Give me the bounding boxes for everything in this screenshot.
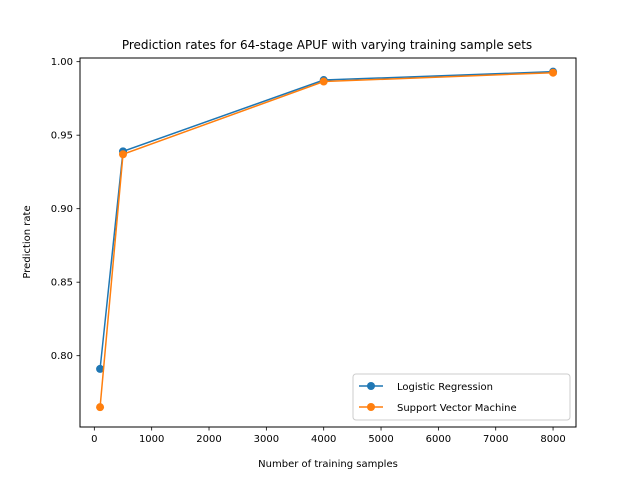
x-tick-label: 6000 (426, 434, 451, 445)
x-axis: 0 1000 2000 3000 4000 5000 6000 7000 8000 (91, 427, 566, 445)
x-tick-label: 8000 (540, 434, 565, 445)
legend-frame (352, 373, 571, 421)
x-axis-label: Number of training samples (258, 459, 398, 470)
y-tick-label: 0.90 (51, 204, 73, 215)
data-point (549, 68, 558, 77)
legend-swatch-marker (367, 403, 375, 411)
plot-frame (79, 57, 577, 428)
legend: Logistic Regression Support Vector Machin… (352, 373, 571, 421)
y-tick-label: 0.85 (51, 278, 73, 289)
x-tick-label: 7000 (483, 434, 508, 445)
x-tick-label: 4000 (311, 434, 336, 445)
y-tick-label: 0.95 (51, 131, 73, 142)
data-point (319, 77, 328, 86)
x-tick-label: 3000 (254, 434, 279, 445)
y-tick-label: 0.80 (51, 351, 73, 362)
chart-title: Prediction rates for 64-stage APUF with … (122, 38, 532, 52)
x-tick-label: 5000 (368, 434, 393, 445)
legend-label: Support Vector Machine (397, 403, 517, 414)
y-axis-label: Prediction rate (22, 205, 33, 278)
series-line (99, 71, 554, 408)
x-tick-label: 1000 (139, 434, 164, 445)
legend-label: Logistic Regression (397, 382, 493, 393)
data-point (119, 150, 128, 159)
y-tick-label: 1.00 (51, 57, 73, 68)
x-tick-label: 2000 (196, 434, 221, 445)
series-layer (96, 67, 558, 412)
y-axis: 0.80 0.85 0.90 0.95 1.00 (51, 57, 80, 362)
series-line (99, 70, 554, 370)
plot-area (79, 57, 577, 428)
legend-swatch-marker (367, 382, 375, 390)
data-point (96, 403, 105, 412)
x-tick-label: 0 (91, 434, 97, 445)
data-point (96, 364, 105, 373)
